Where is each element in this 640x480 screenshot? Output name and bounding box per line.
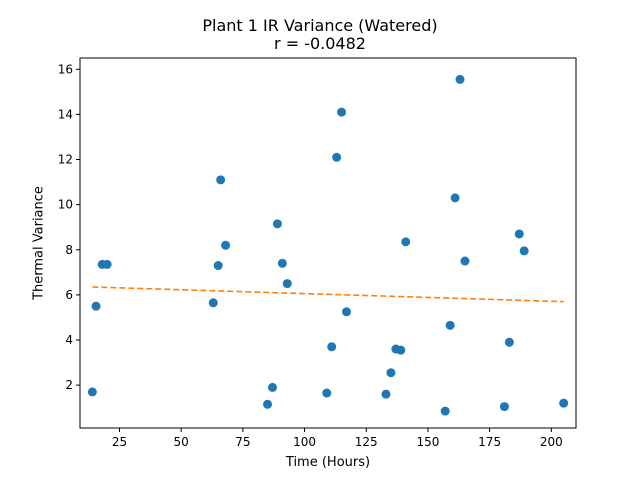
y-tick-label: 4 — [65, 333, 73, 347]
data-point — [322, 388, 332, 398]
x-tick-label: 200 — [540, 435, 563, 449]
x-axis-ticks: 25 50 75 100 125 150 175 200 — [112, 428, 563, 449]
data-point — [519, 246, 529, 256]
y-tick-label: 12 — [58, 153, 73, 167]
chart-title: Plant 1 IR Variance (Watered) — [202, 16, 438, 35]
data-point — [332, 152, 342, 162]
data-point — [102, 259, 112, 269]
data-point — [504, 337, 514, 347]
data-point — [272, 219, 282, 229]
y-tick-label: 10 — [58, 198, 73, 212]
data-point — [559, 398, 569, 408]
data-point — [87, 387, 97, 397]
data-point — [327, 342, 337, 352]
trend-line — [92, 286, 564, 303]
data-point — [514, 229, 524, 239]
data-point — [263, 399, 273, 409]
data-point — [440, 406, 450, 416]
data-point — [213, 261, 223, 271]
y-axis-label: Thermal Variance — [31, 186, 47, 300]
data-point — [342, 307, 352, 317]
x-tick-label: 75 — [235, 435, 250, 449]
data-point — [216, 175, 226, 185]
data-point — [455, 74, 465, 84]
data-point — [277, 258, 287, 268]
y-tick-label: 14 — [58, 107, 73, 121]
y-tick-label: 2 — [65, 378, 73, 392]
trendline-layer — [92, 286, 564, 303]
x-tick-label: 25 — [112, 435, 127, 449]
data-point — [445, 320, 455, 330]
y-axis-ticks: 2 4 6 8 10 12 14 16 — [58, 62, 80, 392]
data-point — [337, 107, 347, 117]
plot-frame — [79, 57, 577, 429]
x-tick-label: 100 — [293, 435, 316, 449]
data-point — [208, 298, 218, 308]
y-tick-label: 6 — [65, 288, 73, 302]
data-point — [460, 256, 470, 266]
y-tick-label: 16 — [58, 62, 73, 76]
points-layer — [87, 74, 569, 416]
x-tick-label: 50 — [174, 435, 189, 449]
x-axis-label: Time (Hours) — [285, 455, 371, 470]
chart-subtitle: r = -0.0482 — [274, 34, 366, 53]
plot-area-background — [80, 58, 576, 428]
x-tick-label: 150 — [416, 435, 439, 449]
data-point — [221, 240, 231, 250]
data-point — [396, 345, 406, 355]
data-point — [381, 389, 391, 399]
data-point — [450, 193, 460, 203]
y-tick-label: 8 — [65, 243, 73, 257]
data-point — [91, 301, 101, 311]
data-point — [267, 382, 277, 392]
x-tick-label: 125 — [355, 435, 378, 449]
data-point — [282, 279, 292, 289]
data-point — [386, 368, 396, 378]
data-point — [401, 237, 411, 247]
x-tick-label: 175 — [478, 435, 501, 449]
data-point — [499, 402, 509, 412]
